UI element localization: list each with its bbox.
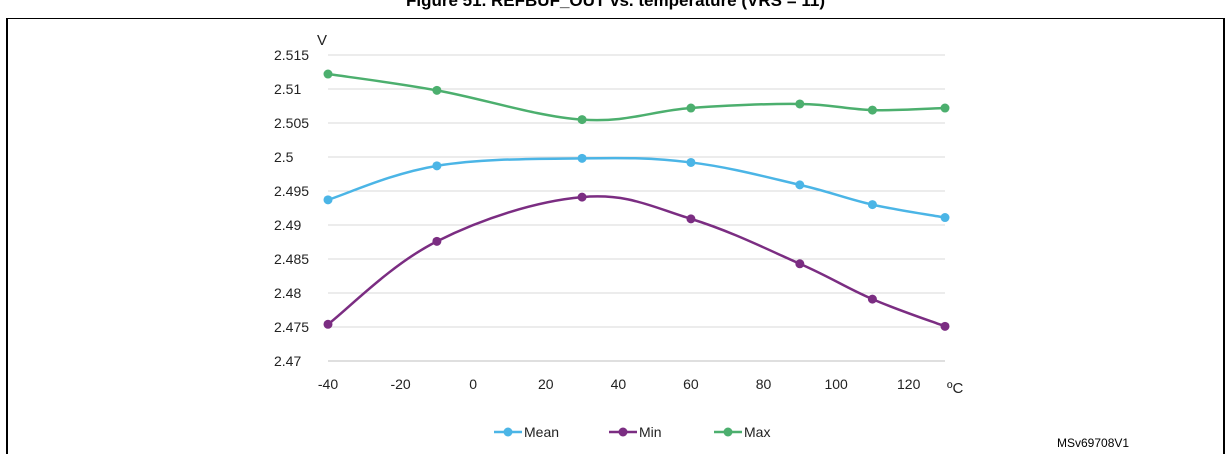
y-tick-label: 2.5	[274, 149, 294, 165]
legend-marker-max	[723, 427, 733, 437]
legend-label-mean: Mean	[524, 424, 559, 440]
data-point-mean	[686, 157, 696, 167]
series-line-min	[327, 195, 946, 328]
x-tick-label: -20	[390, 376, 410, 392]
data-point-min	[867, 294, 877, 304]
data-point-max	[432, 85, 442, 95]
data-point-min	[323, 319, 333, 329]
x-tick-label: 40	[611, 376, 627, 392]
y-tick-label: 2.495	[274, 183, 309, 199]
series-max	[323, 69, 950, 125]
legend-item-mean: Mean	[494, 424, 559, 440]
legend-label-min: Min	[639, 424, 662, 440]
legend-item-max: Max	[714, 424, 770, 440]
series-min	[323, 192, 950, 331]
x-tick-label: 0	[469, 376, 477, 392]
data-point-max	[323, 69, 333, 79]
x-tick-labels: -40 -20 0 20 40 60 80 100 120	[318, 376, 921, 392]
data-point-mean	[577, 153, 587, 163]
x-tick-label: 20	[538, 376, 554, 392]
data-point-min	[940, 321, 950, 331]
legend-marker-min	[618, 427, 628, 437]
y-tick-labels: 2.47 2.475 2.48 2.485 2.49 2.495 2.5 2.505 2.51 2…	[274, 47, 309, 369]
data-point-max	[795, 99, 805, 109]
figure-caption: Figure 51. REFBUF_OUT vs. temperature (V…	[406, 0, 825, 10]
figure-reference: MSv69708V1	[1057, 436, 1129, 450]
x-tick-label: -40	[318, 376, 338, 392]
data-point-mean	[940, 213, 950, 223]
data-point-min	[795, 259, 805, 269]
series-mean	[323, 153, 950, 223]
y-tick-label: 2.505	[274, 115, 309, 131]
legend-marker-mean	[503, 427, 513, 437]
data-point-max	[577, 115, 587, 125]
y-tick-label: 2.49	[274, 217, 301, 233]
data-point-max	[686, 103, 696, 113]
data-point-max	[867, 105, 877, 115]
data-point-mean	[323, 195, 333, 205]
legend-item-min: Min	[609, 424, 662, 440]
data-point-mean	[795, 180, 805, 190]
y-tick-label: 2.475	[274, 319, 309, 335]
y-tick-label: 2.47	[274, 353, 301, 369]
y-tick-label: 2.48	[274, 285, 301, 301]
caption-clip: Figure 51. REFBUF_OUT vs. temperature (V…	[0, 0, 1231, 14]
data-point-min	[686, 214, 696, 224]
x-tick-label: 80	[756, 376, 772, 392]
legend-label-max: Max	[744, 424, 770, 440]
data-point-min	[432, 236, 442, 246]
data-point-min	[577, 192, 587, 202]
legend: Mean Min Max	[494, 424, 770, 440]
x-tick-label: 60	[683, 376, 699, 392]
data-point-max	[940, 103, 950, 113]
y-axis-label: V	[317, 32, 327, 49]
series-line-mean	[327, 156, 946, 219]
series-line-max	[327, 72, 946, 122]
data-point-mean	[867, 200, 877, 210]
x-tick-label: 100	[824, 376, 848, 392]
x-axis-label: ºC	[947, 380, 963, 397]
y-tick-label: 2.485	[274, 251, 309, 267]
series-lines	[323, 69, 950, 331]
data-point-mean	[432, 161, 442, 171]
y-tick-label: 2.515	[274, 47, 309, 63]
x-tick-label: 120	[897, 376, 921, 392]
figure-frame	[6, 18, 1225, 454]
y-tick-label: 2.51	[274, 81, 301, 97]
grid-lines	[328, 54, 945, 362]
